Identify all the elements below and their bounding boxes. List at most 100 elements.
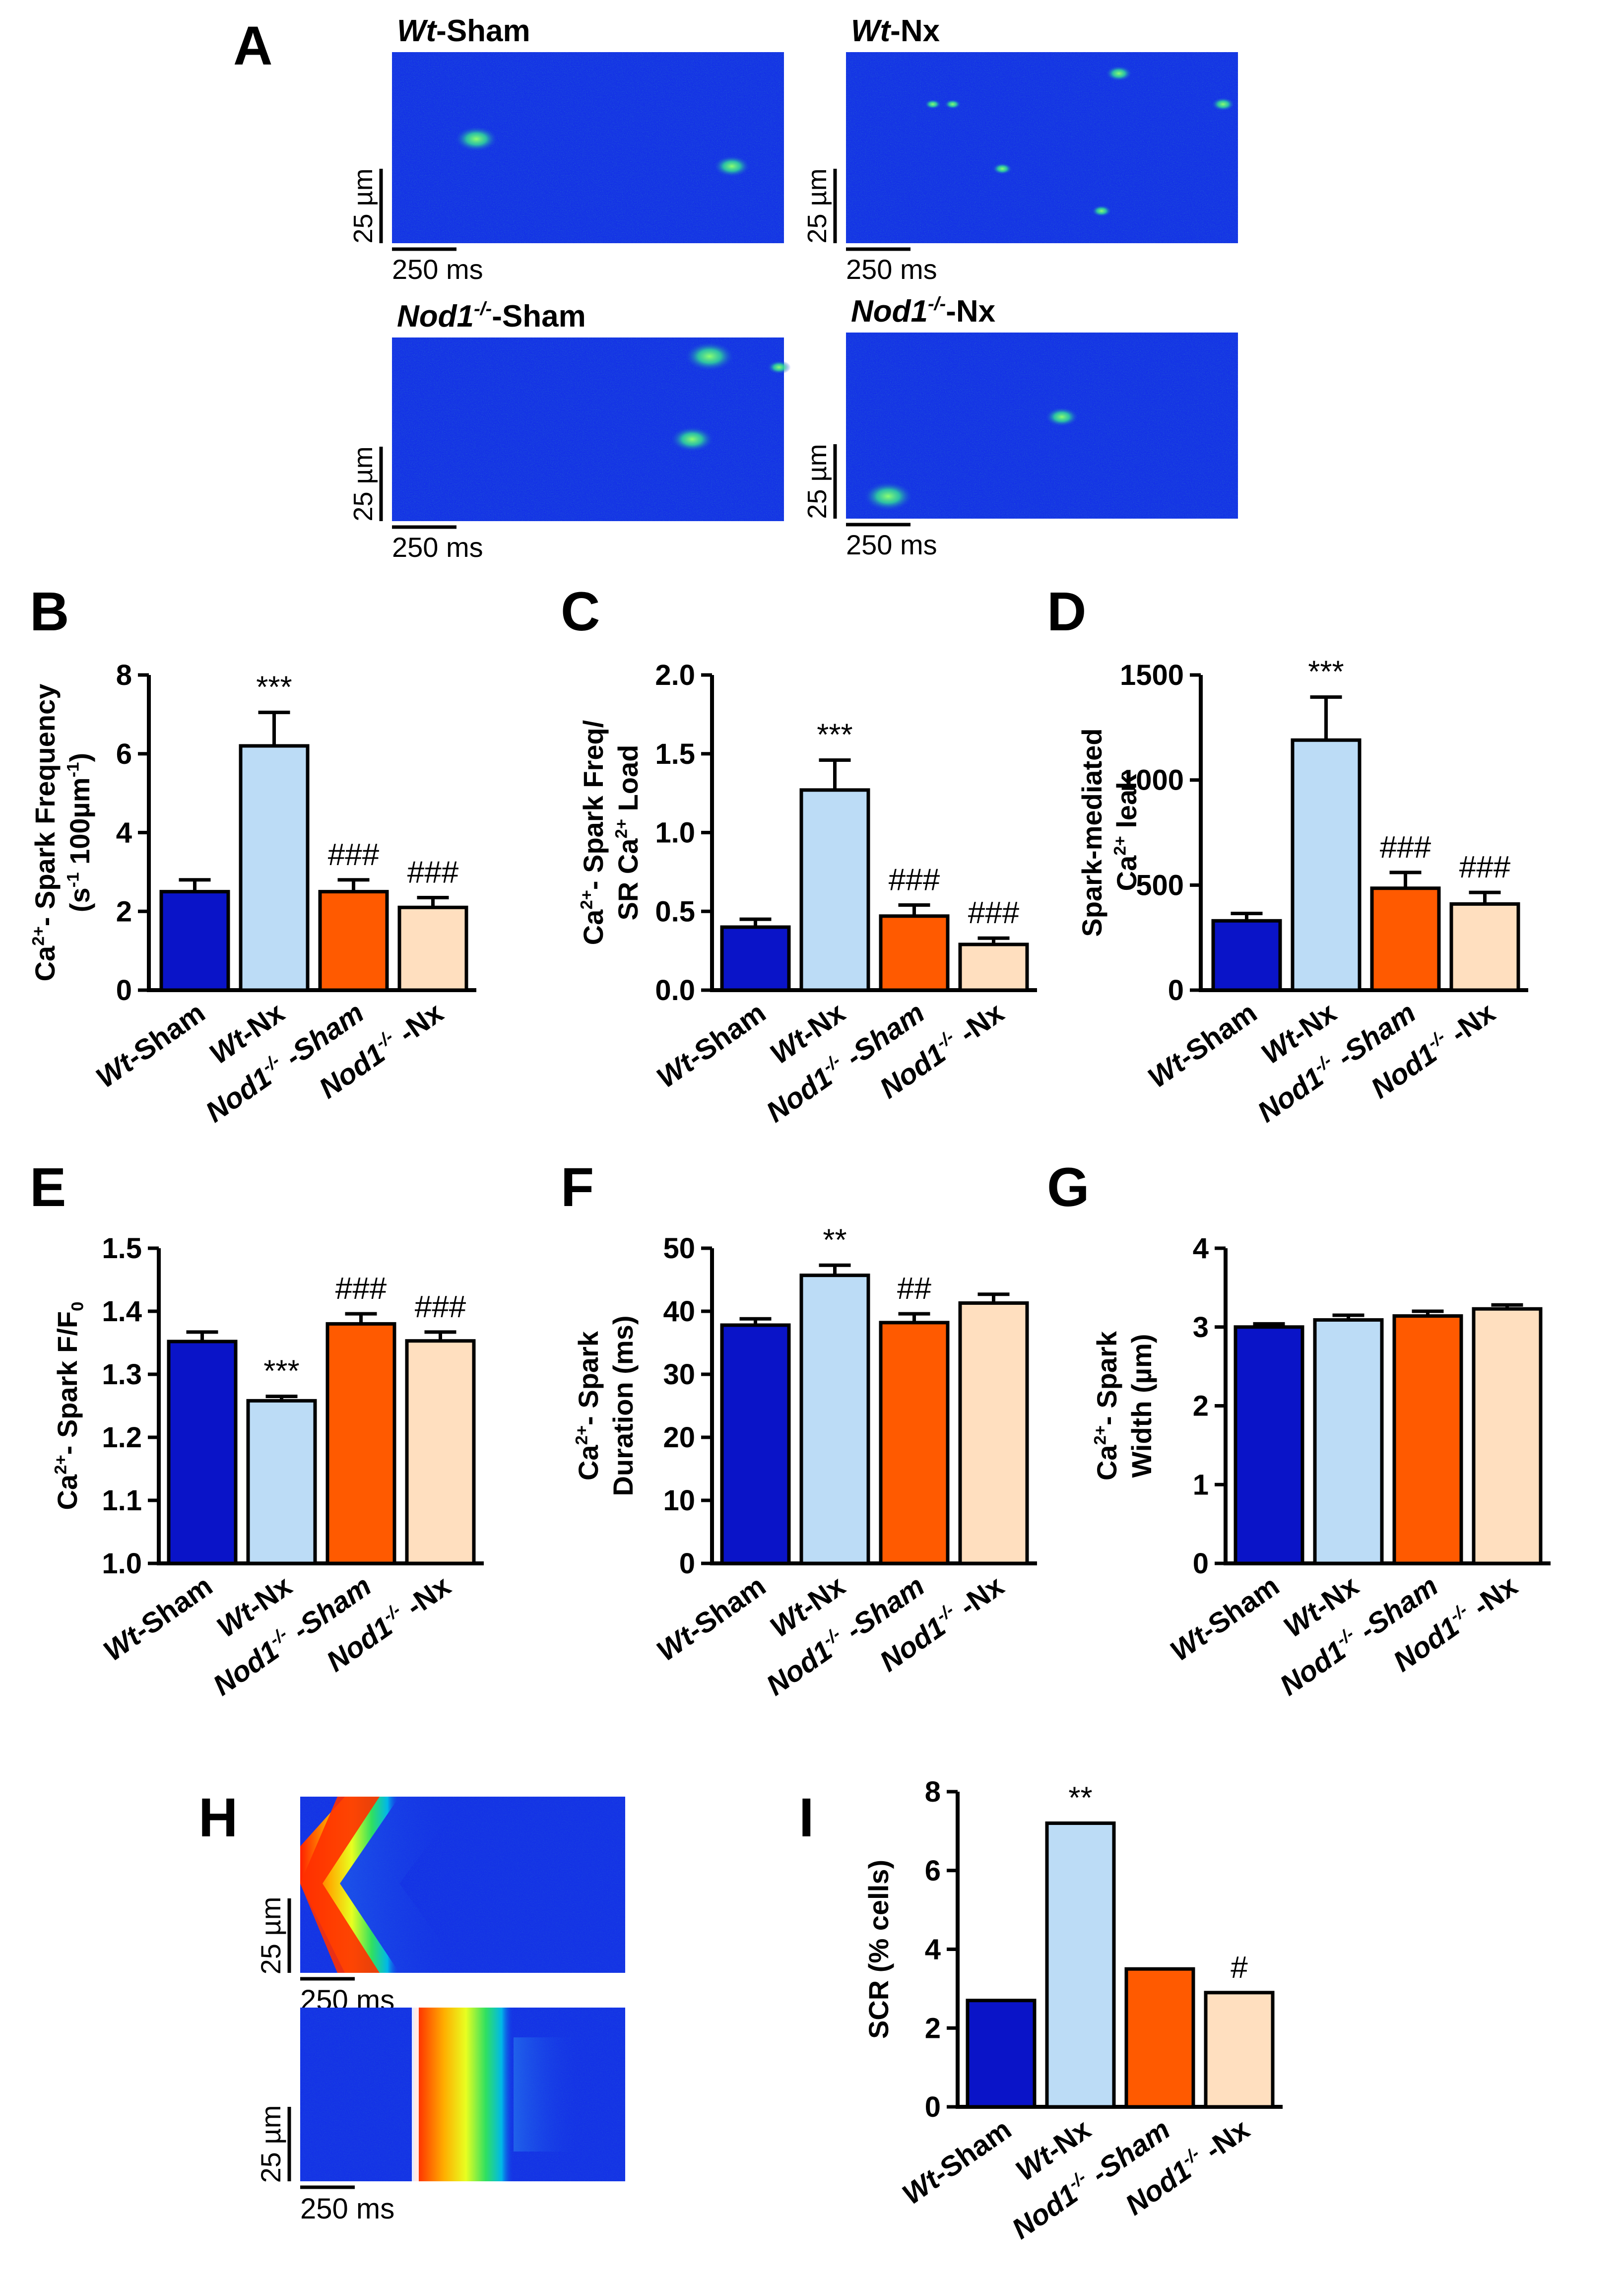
calcium-spark [1045,407,1079,427]
y-axis-label: Width (µm) [1126,1334,1157,1478]
significance-marker: ### [407,855,459,889]
bar [799,788,870,992]
y-tick-label: 6 [116,738,132,770]
bar [1313,1318,1384,1565]
linescan-noise [846,333,1238,519]
bar [1234,1325,1304,1565]
linescan-image: Wt-Nx 25 µm 250 ms [802,14,1238,285]
panel-letter: I [799,1787,814,1848]
linescan-title: Wt-Nx [851,14,940,48]
panel-letter: B [30,581,69,642]
significance-marker: ### [968,896,1020,930]
bar [958,1301,1029,1565]
bar [799,1274,870,1565]
y-tick-label: 3 [1193,1311,1209,1344]
chart-c: 0.00.51.01.52.0Wt-Sham***Wt-Nx###Nod1-/-… [578,659,1037,1129]
wave-front [414,2008,514,2181]
bar [1291,738,1362,992]
bar [1204,1991,1275,2109]
calcium-spark [713,155,751,177]
category-label: Wt-Sham [1142,996,1263,1094]
significance-marker: *** [817,718,852,752]
y-tick-label: 1.1 [102,1484,142,1517]
significance-marker: ### [335,1272,387,1306]
significance-marker: *** [256,670,292,704]
y-axis-label: Spark-mediated [1076,728,1107,937]
y-tick-label: 4 [116,817,132,849]
calcium-spark [684,341,735,371]
y-axis-label: Ca2+- Spark [1091,1331,1122,1480]
y-axis-label: Ca2+- Spark [573,1331,604,1480]
scale-label-y: 25 µm [348,446,378,521]
scale-label-x: 250 ms [392,254,483,285]
y-tick-label: 2 [116,895,132,928]
y-tick-label: 500 [1136,869,1184,901]
calcium-spark [1211,97,1235,111]
y-tick-label: 2 [1193,1390,1209,1422]
y-tick-label: 0.0 [655,974,695,1007]
y-tick-label: 10 [663,1484,695,1517]
bar [246,1399,317,1565]
y-tick-label: 1.0 [655,817,695,849]
y-tick-label: 4 [1193,1232,1209,1265]
significance-marker: ### [328,838,380,872]
scale-label-x: 250 ms [846,529,937,560]
y-tick-label: 1.3 [102,1358,142,1391]
panel-letter: C [561,581,600,642]
bar [958,942,1029,992]
y-tick-label: 40 [663,1295,695,1328]
bar [1370,886,1441,992]
y-axis-label: SCR (% cells) [863,1860,894,2039]
y-tick-label: 1.5 [102,1232,142,1265]
category-label: Wt-Sham [90,996,211,1094]
significance-marker: ## [897,1272,931,1306]
y-tick-label: 0 [679,1548,695,1580]
y-axis-label: SR Ca2+ Load [612,745,644,921]
wave-tail [514,2037,583,2152]
bar [966,1999,1037,2109]
linescan-noise [392,52,784,243]
category-label: Wt-Sham [651,1569,772,1667]
y-tick-label: 4 [925,1934,941,1966]
y-tick-label: 8 [925,1776,941,1808]
y-tick-label: 6 [925,1855,941,1887]
bar [720,925,791,992]
panel-letter: H [198,1787,238,1848]
y-tick-label: 0 [925,2091,941,2123]
calcium-spark [767,360,791,374]
y-axis-label: Ca2+- Spark Frequency [29,684,61,982]
y-tick-label: 0 [1168,974,1184,1007]
linescan-title: Wt-Sham [397,14,530,48]
y-tick-label: 2.0 [655,659,695,691]
y-tick-label: 20 [663,1421,695,1454]
y-tick-label: 1500 [1120,659,1184,691]
bar [879,1321,950,1565]
panel-letters: A B C D E F G H I [30,15,1090,1848]
bar [159,890,230,992]
calcium-spark [924,99,941,109]
significance-marker: *** [1308,655,1344,689]
y-tick-label: 0.5 [655,895,695,928]
y-tick-label: 1.2 [102,1421,142,1454]
y-tick-label: 1000 [1120,764,1184,797]
bar [1472,1307,1543,1565]
y-tick-label: 0 [116,974,132,1007]
bar [318,890,389,992]
significance-marker: ### [889,863,940,897]
panel-letter: G [1047,1157,1090,1218]
bar [405,1339,476,1565]
significance-marker: ### [415,1290,466,1324]
scale-label-x: 250 ms [392,532,483,563]
panel-letter: F [561,1157,594,1218]
y-tick-label: 0 [1193,1548,1209,1580]
wave-onset [412,2008,419,2181]
